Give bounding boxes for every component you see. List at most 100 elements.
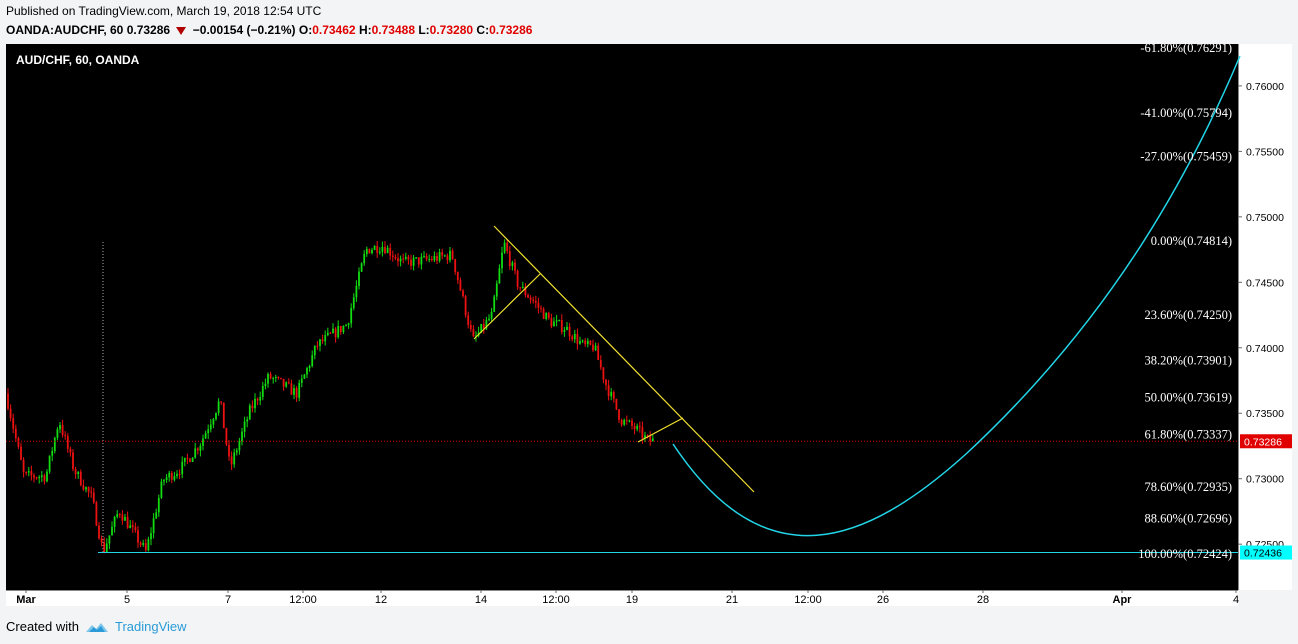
candle-body [74,469,77,475]
candle-body [66,436,69,449]
candle-body [503,242,506,253]
candle-body [540,307,542,309]
candle-body [449,250,451,261]
candle-body [246,419,249,422]
candle-body [420,256,423,265]
price-chart[interactable]: AUD/CHF, 60, OANDA -61.80%(0.76291) -41.00… [6,44,1292,606]
candle-body [610,392,613,397]
candle-body [620,419,623,425]
candle-body [222,402,225,429]
candle-body [625,419,628,421]
candle-body [433,255,436,261]
candle-body [199,445,202,451]
candle-body [594,345,597,351]
candle-body [155,512,158,519]
candle-body [293,388,295,395]
candle-body [282,378,285,387]
candle-body [597,345,600,361]
candle-body [298,382,301,398]
candle-body [443,255,446,257]
candle-body [215,412,217,420]
candle-body [391,255,394,257]
candle-body [238,441,241,451]
candle-body [129,525,132,529]
candle-body [345,325,347,327]
time-tick-label: 19 [626,594,638,606]
candle-body [181,461,184,475]
candle-body [202,438,204,446]
time-tick-label: 12:00 [794,594,822,606]
candle-body [631,420,633,426]
tradingview-logo-icon [85,623,108,632]
candle-body [157,497,160,513]
candle-body [142,543,145,545]
candle-body [59,425,61,430]
candle-body [332,328,334,334]
candle-body [358,271,360,286]
candle-body [126,516,129,529]
candle-body [108,535,111,544]
candle-body [64,434,67,437]
candle-body [272,378,275,380]
candle-body [501,252,503,269]
candle-body [485,320,488,329]
candle-body [324,335,327,342]
candle-body [337,325,340,338]
candle-body [178,473,181,475]
time-tick-label: 14 [475,594,487,606]
last-price-badge-box [1240,434,1292,449]
candle-body [644,435,646,439]
candle-body [264,383,267,387]
candle-body [321,339,324,342]
candle-body [571,336,574,340]
chart-canvas[interactable]: AUD/CHF, 60, OANDA -61.80%(0.76291) -41.00… [6,44,1292,606]
candle-body [498,268,501,284]
candle-body [220,401,223,403]
open-value: 0.73462 [312,23,356,37]
candle-body [451,250,454,260]
last-price: 0.73286 [126,23,171,37]
candle-body [459,280,462,291]
candle-body [306,368,308,375]
candle-body [415,257,418,259]
time-tick-label: 21 [726,594,738,606]
candle-body [529,297,532,300]
candle-body [373,245,376,250]
time-tick-label: 5 [124,594,130,606]
fib-level-label: 88.60%(0.72696) [1145,512,1233,526]
candle-body [43,475,46,482]
candle-body [56,429,59,438]
candle-body [33,475,35,478]
candle-body [308,366,311,369]
candle-body [495,283,498,297]
tradingview-brand-link[interactable]: TradingView [114,619,187,634]
fib-level-label: 78.60%(0.72935) [1145,480,1233,494]
candle-body [584,340,587,345]
fib-level-label: 38.20%(0.73901) [1145,354,1233,368]
candle-body [79,471,82,486]
price-tick-label: 0.75000 [1246,212,1284,224]
fib-level-label: -61.80%(0.76291) [1140,44,1232,55]
candle-body [464,296,467,316]
close-label: C: [476,23,490,37]
time-tick-label: 28 [977,594,989,606]
candle-body [547,312,550,319]
candle-body [105,543,108,552]
time-axis-area [6,590,1238,606]
candle-body [147,539,150,551]
candle-body [519,287,522,289]
candle-body [90,491,93,493]
candle-body [27,471,30,473]
candle-body [233,452,236,465]
candle-body [100,538,103,543]
candle-body [641,427,644,439]
candle-body [371,249,373,254]
flag-line [637,417,684,443]
candle-body [251,405,254,409]
candle-body [651,438,654,442]
candle-body [300,378,303,383]
candle-body [241,431,243,442]
candle-body [118,514,121,516]
candle-body [48,455,51,472]
candle-body [534,301,537,303]
